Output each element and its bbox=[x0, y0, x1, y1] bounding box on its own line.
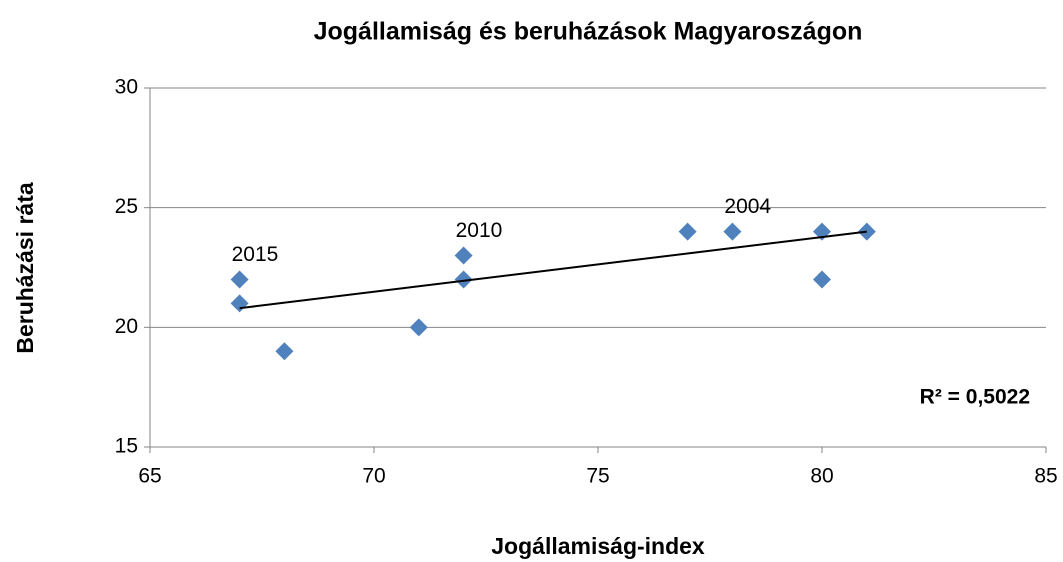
chart-title: Jogállamiság és beruházások Magyaroszágo… bbox=[314, 18, 863, 46]
annotation: 2010 bbox=[456, 219, 503, 242]
point bbox=[275, 342, 294, 361]
x-tick-label: 70 bbox=[362, 465, 385, 488]
x-tick-label: 75 bbox=[586, 465, 609, 488]
point bbox=[454, 246, 473, 265]
x-axis-label: Jogállamiság-index bbox=[491, 533, 705, 559]
point bbox=[230, 270, 249, 289]
trendline bbox=[239, 230, 867, 310]
point bbox=[678, 222, 697, 241]
y-tick-label: 25 bbox=[115, 195, 138, 218]
x-tick-label: 85 bbox=[1034, 465, 1057, 488]
y-tick-label: 30 bbox=[115, 76, 138, 99]
point bbox=[454, 270, 473, 289]
y-axis-label: Beruházási ráta bbox=[12, 182, 38, 354]
y-tick-label: 15 bbox=[115, 435, 138, 458]
point bbox=[813, 270, 831, 289]
point bbox=[230, 294, 249, 313]
point bbox=[409, 318, 428, 337]
r-squared: R² = 0,5022 bbox=[920, 386, 1030, 409]
annotation: 2015 bbox=[232, 243, 279, 266]
y-tick-label: 20 bbox=[115, 315, 138, 338]
x-tick-label: 80 bbox=[810, 465, 833, 488]
point bbox=[723, 222, 742, 241]
annotation: 2004 bbox=[724, 195, 771, 218]
x-tick-label: 65 bbox=[138, 465, 161, 488]
